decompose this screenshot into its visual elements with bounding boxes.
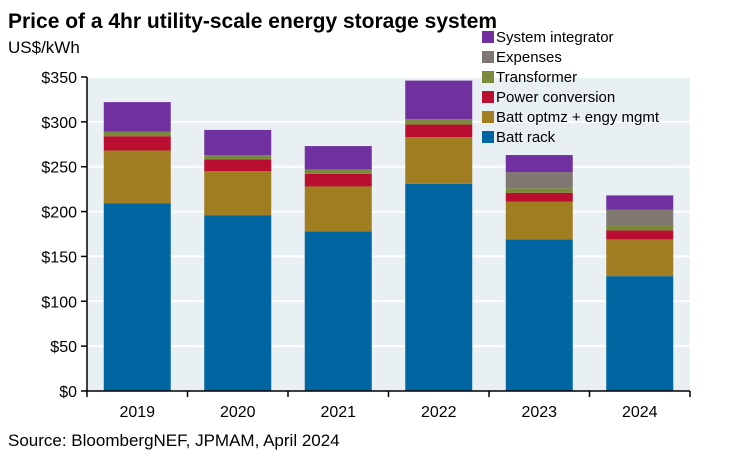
legend-swatch (482, 111, 494, 123)
bar-segment-batt-optmz-engy-mgmt (606, 239, 674, 277)
y-tick-label: $50 (50, 339, 77, 356)
bar-segment-expenses (606, 209, 674, 226)
y-tick-label: $250 (41, 160, 77, 177)
bar-segment-transformer (304, 169, 372, 174)
legend-label: Transformer (496, 69, 577, 86)
x-tick-label: 2023 (521, 404, 557, 421)
bar-segment-expenses (505, 172, 573, 189)
bar-segment-transformer (103, 131, 171, 137)
x-tick-label: 2020 (220, 404, 256, 421)
bar-segment-power-conversion (505, 192, 573, 202)
legend-swatch (482, 91, 494, 103)
legend-swatch (482, 51, 494, 63)
bar-segment-power-conversion (204, 159, 272, 172)
legend-swatch (482, 31, 494, 43)
bar-segment-power-conversion (103, 136, 171, 151)
y-axis-unit-label: US$/kWh (8, 38, 80, 57)
bar-segment-batt-optmz-engy-mgmt (304, 186, 372, 232)
source-note: Source: BloombergNEF, JPMAM, April 2024 (8, 431, 340, 450)
bar-segment-batt-rack (505, 239, 573, 391)
legend-label: System integrator (496, 29, 614, 46)
chart-title: Price of a 4hr utility-scale energy stor… (8, 10, 497, 33)
legend-label: Power conversion (496, 89, 615, 106)
bar-segment-transformer (505, 188, 573, 193)
bar-segment-batt-rack (606, 276, 674, 391)
bar-segment-batt-optmz-engy-mgmt (204, 171, 272, 216)
legend-label: Batt rack (496, 129, 556, 146)
legend-swatch (482, 131, 494, 143)
y-tick-label: $100 (41, 294, 77, 311)
bar-segment-power-conversion (304, 173, 372, 187)
bar-segment-batt-rack (405, 183, 473, 391)
x-tick-label: 2019 (119, 404, 155, 421)
bar-segment-power-conversion (606, 230, 674, 240)
x-tick-label: 2024 (622, 404, 658, 421)
bar-segment-batt-optmz-engy-mgmt (103, 150, 171, 204)
bar-segment-system-integrator (103, 102, 171, 132)
bar-segment-system-integrator (204, 129, 272, 156)
bar-segment-system-integrator (405, 80, 473, 120)
plot-area (87, 77, 690, 391)
y-tick-label: $150 (41, 249, 77, 266)
bar-segment-system-integrator (505, 155, 573, 173)
bar-segment-transformer (606, 225, 674, 231)
bar-segment-batt-optmz-engy-mgmt (505, 201, 573, 240)
y-tick-label: $300 (41, 115, 77, 132)
bar-segment-transformer (405, 119, 473, 125)
bar-segment-system-integrator (606, 195, 674, 210)
bar-segment-system-integrator (304, 146, 372, 170)
y-tick-label: $350 (41, 70, 77, 87)
bar-segment-transformer (204, 155, 272, 160)
x-tick-label: 2022 (421, 404, 457, 421)
y-tick-label: $0 (59, 384, 77, 401)
bar-segment-batt-optmz-engy-mgmt (405, 137, 473, 184)
legend-label: Batt optmz + engy mgmt (496, 109, 660, 126)
bar-segment-batt-rack (204, 215, 272, 391)
bar-segment-power-conversion (405, 124, 473, 138)
bar-segment-batt-rack (304, 231, 372, 391)
bar-segment-batt-rack (103, 203, 171, 391)
y-tick-label: $200 (41, 205, 77, 222)
x-tick-label: 2021 (320, 404, 356, 421)
legend-label: Expenses (496, 49, 562, 66)
legend-swatch (482, 71, 494, 83)
